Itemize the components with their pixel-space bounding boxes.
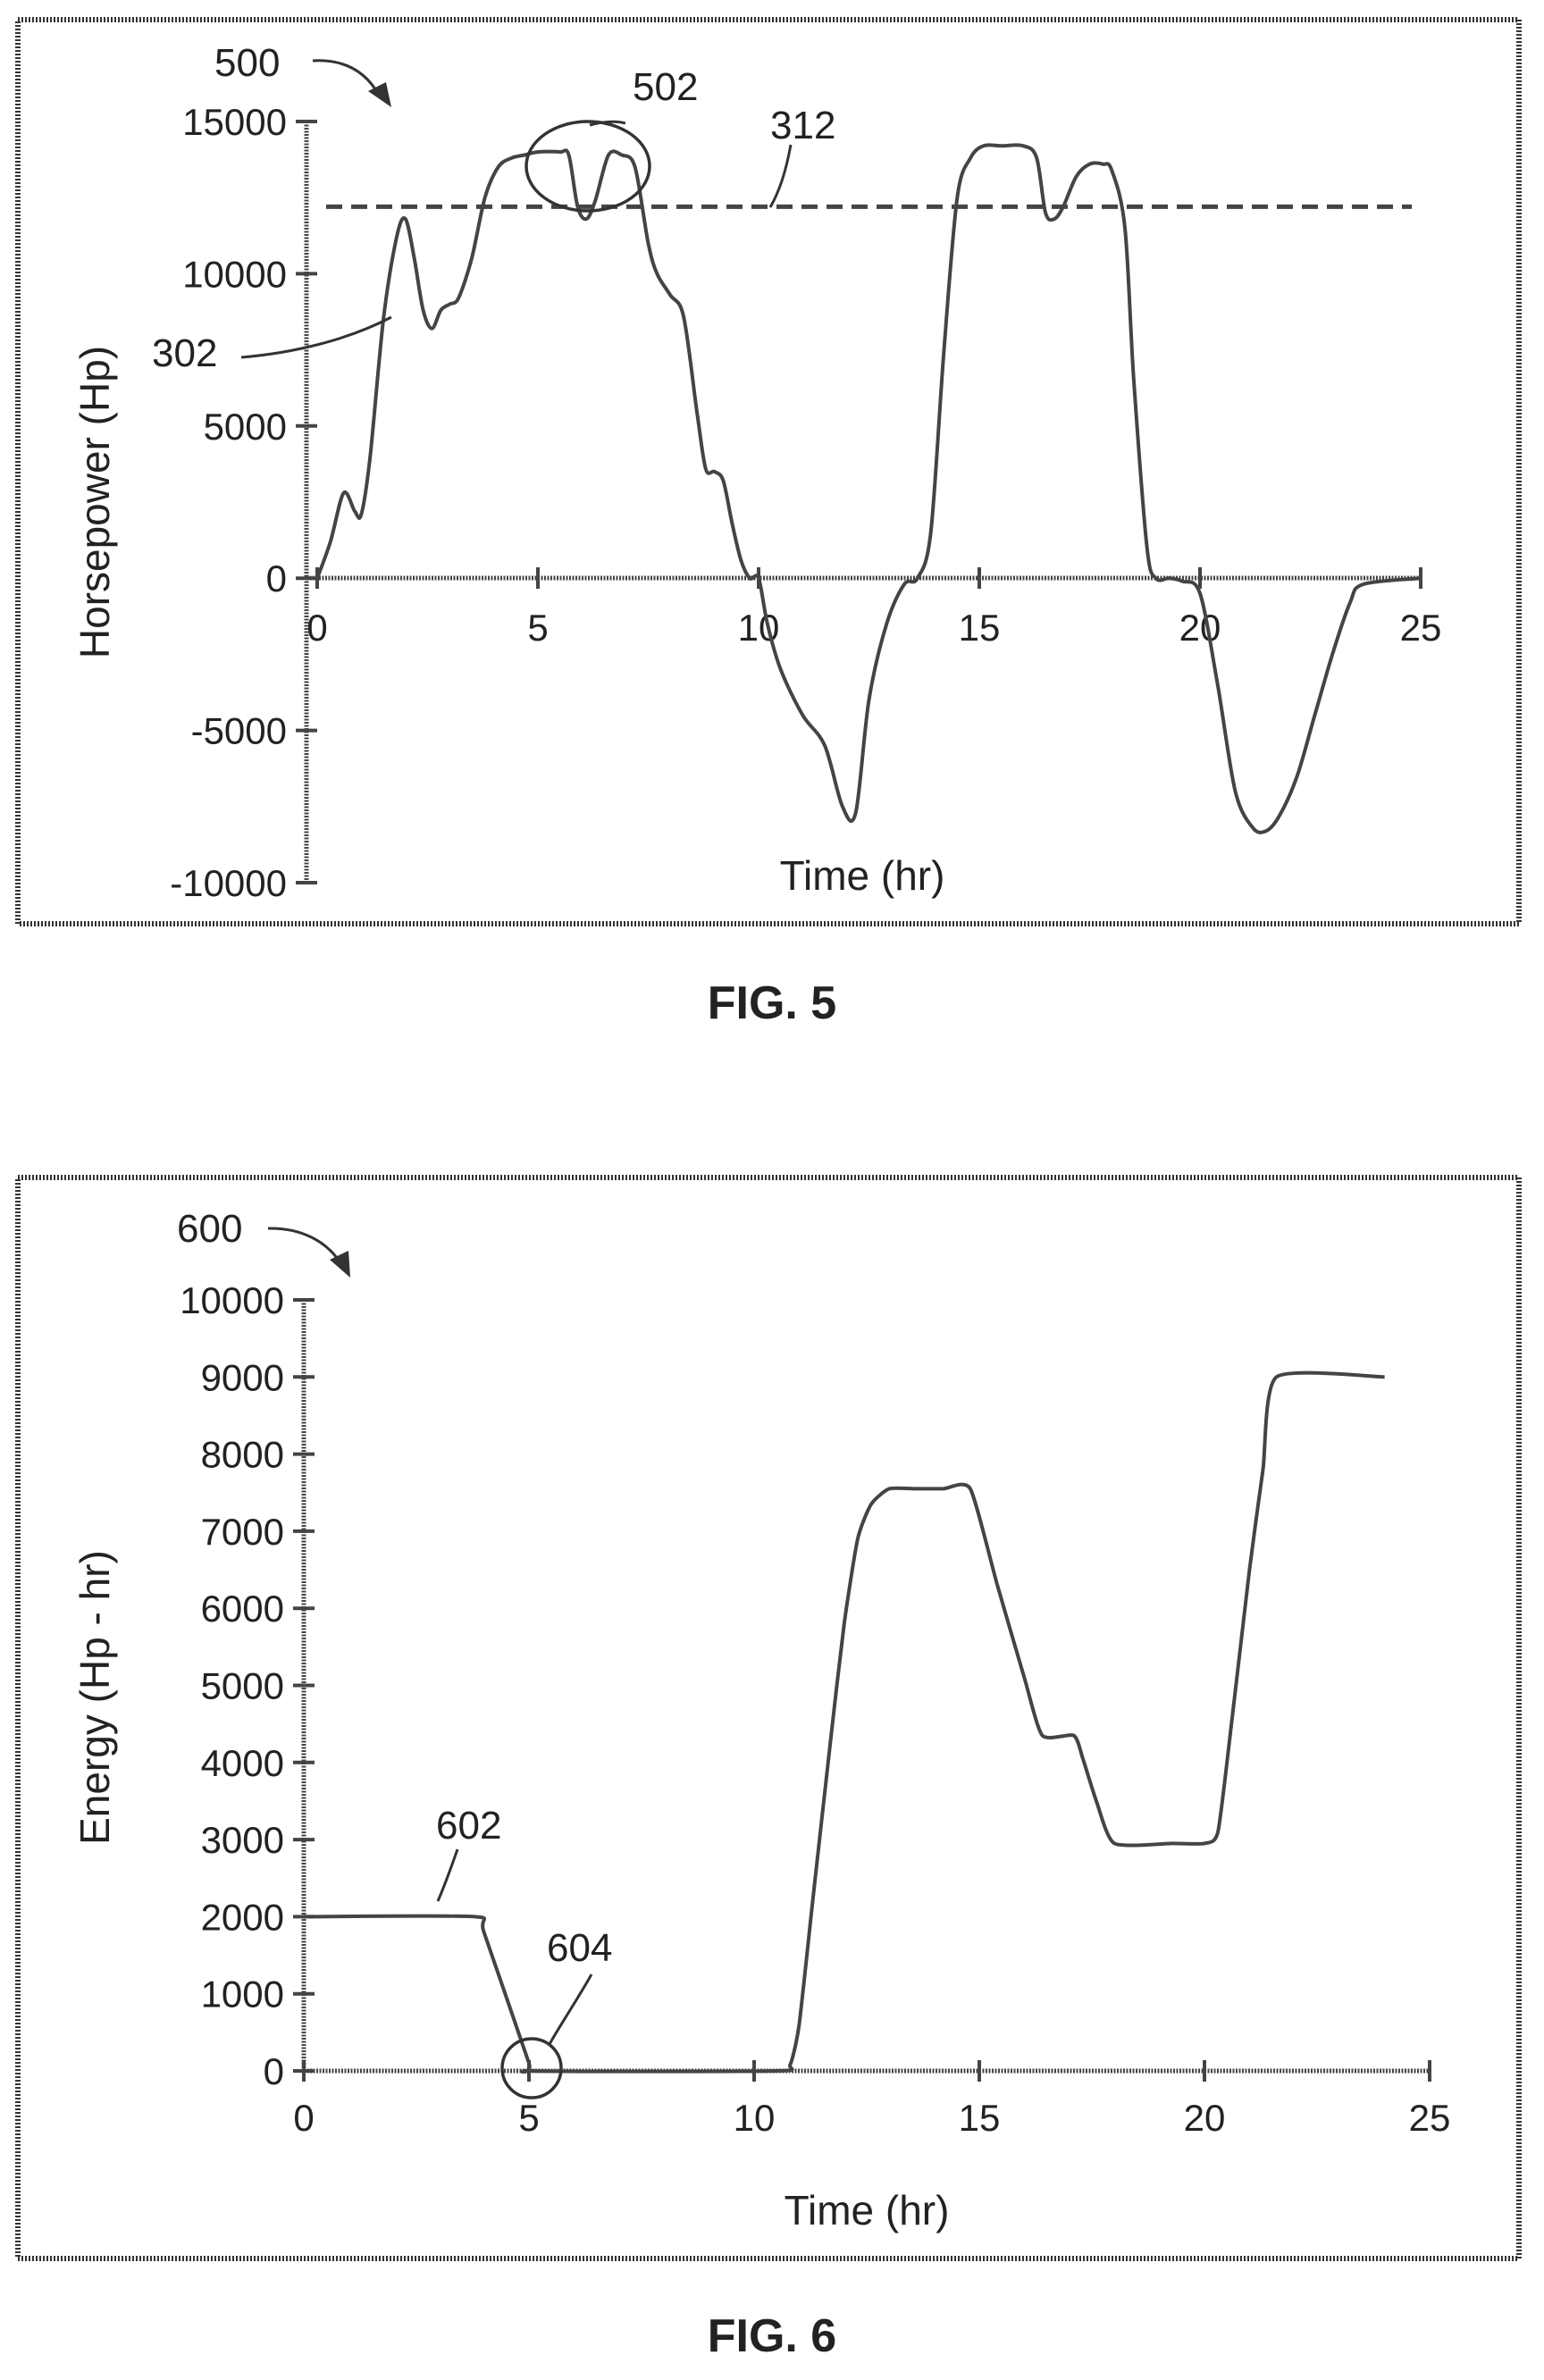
fig6-caption: FIG. 6: [708, 2310, 836, 2362]
fig6-series-label-602: 602: [436, 1804, 501, 1848]
fig6-series-602-leader: [436, 1848, 459, 1902]
fig6-y-tick-label: 6000: [201, 1588, 284, 1630]
fig6-y-tick-label: 2000: [201, 1896, 284, 1938]
fig5-x-axis-title: Time (hr): [780, 852, 945, 899]
fig5-x-tick-label: 5: [527, 607, 548, 649]
fig5-annotation-502-label: 502: [633, 65, 698, 109]
fig5-frame: [15, 17, 1522, 926]
fig6-y-tick-label: 7000: [201, 1511, 284, 1553]
fig5-annotation-502-leader: [589, 120, 626, 127]
fig6-x-tick-label: 15: [959, 2097, 1001, 2139]
fig5-series-302-line: [315, 143, 1422, 834]
fig6-y-tick-label: 3000: [201, 1819, 284, 1861]
fig5-y-tick-label: -5000: [191, 710, 287, 752]
fig6-y-axis-title: Energy (Hp - hr): [71, 1550, 118, 1845]
fig6-y-tick-label: 1000: [201, 1974, 284, 2015]
fig5-ticks: [296, 120, 1422, 884]
fig5-x-tick-label: 25: [1400, 607, 1442, 649]
fig6-ref-600: 600: [177, 1207, 242, 1251]
fig5-annotation-502-circle: [524, 120, 651, 213]
fig5-y-tick-labels: -10000 -5000 0 5000 10000 15000: [170, 101, 287, 904]
fig6-chart: 0100020003000400050006000700080009000100…: [15, 1175, 1522, 2362]
fig6-y-tick-label: 4000: [201, 1742, 284, 1784]
fig6-y-tick-label: 5000: [201, 1665, 284, 1707]
fig6-y-tick-label: 8000: [201, 1434, 284, 1476]
fig6-series-602-line: [303, 1370, 1385, 2074]
fig5-threshold-leader: [768, 144, 793, 208]
fig6-x-tick-label: 10: [734, 2097, 776, 2139]
fig6-x-tick-label: 0: [293, 2097, 314, 2139]
fig5-x-tick-label: 0: [306, 607, 327, 649]
fig5-x-tick-labels: 0 5 10 15 20 25: [306, 607, 1441, 649]
fig5-y-tick-label: 10000: [182, 253, 287, 295]
fig6-annotation-604-label: 604: [547, 1926, 612, 1970]
fig6-y-tick-label: 0: [264, 2050, 284, 2092]
fig5-x-tick-label: 15: [959, 607, 1001, 649]
fig5-y-tick-label: 0: [266, 557, 287, 599]
fig6-x-tick-label: 20: [1184, 2097, 1226, 2139]
fig5-x-tick-label: 20: [1179, 607, 1221, 649]
fig5-y-tick-label: 5000: [204, 406, 287, 448]
fig6-ref-600-arrowhead: [330, 1251, 350, 1278]
fig6-ticks: [293, 1298, 1431, 2082]
fig5-ref-500-arrowhead: [368, 82, 391, 107]
fig6-x-axis-title: Time (hr): [785, 2187, 950, 2233]
fig5-caption: FIG. 5: [708, 977, 836, 1029]
fig6-annotation-604-circle: [500, 2037, 563, 2099]
fig6-x-tick-labels: 0 5 10 15 20 25: [293, 2097, 1450, 2139]
fig5-ref-500: 500: [214, 41, 280, 85]
fig6-x-tick-label: 25: [1409, 2097, 1451, 2139]
fig6-y-tick-label: 10000: [180, 1279, 284, 1321]
fig5-y-axis-title: Horsepower (Hp): [71, 346, 118, 658]
fig5-series-label-302: 302: [152, 331, 217, 375]
fig5-y-tick-label: 15000: [182, 101, 287, 143]
fig5-series-302-leader: [240, 315, 392, 359]
fig6-annotation-604-leader: [548, 1974, 593, 2045]
fig6-x-tick-label: 5: [518, 2097, 539, 2139]
fig6-ref-600-arrow: [267, 1227, 343, 1265]
fig6-y-tick-label: 9000: [201, 1356, 284, 1398]
fig5-threshold-label-312: 312: [770, 104, 835, 147]
fig6-frame: [15, 1175, 1522, 2261]
fig5-y-tick-label: -10000: [170, 862, 287, 904]
fig6-y-tick-labels: 0 1000 2000 3000 4000 5000 6000 7000 8000 9000 100…: [180, 1279, 284, 2092]
